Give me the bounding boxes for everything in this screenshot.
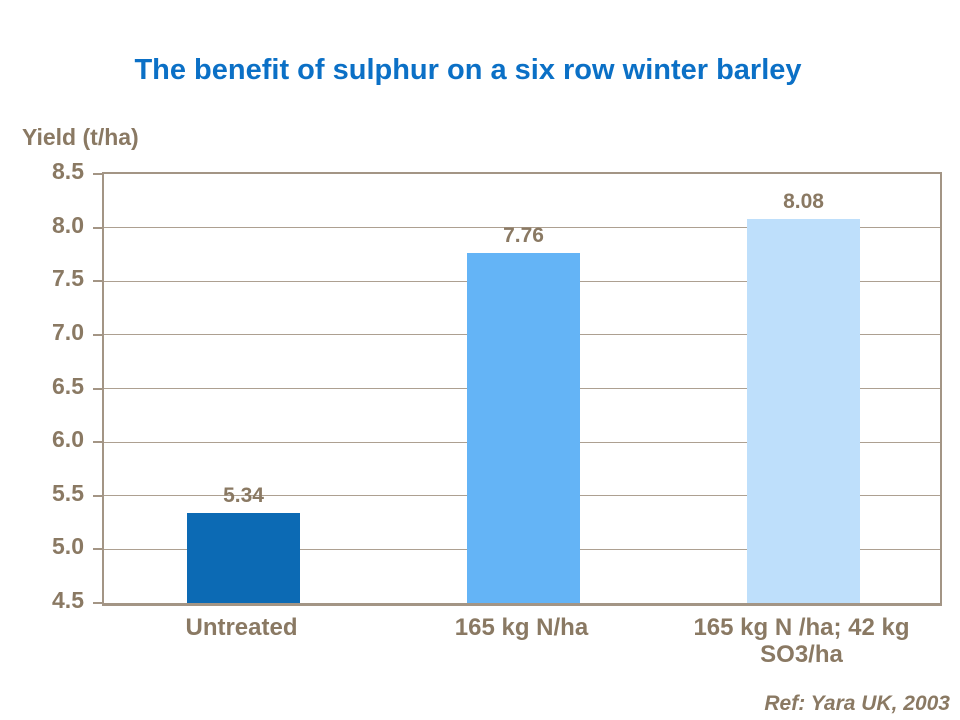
x-category-label: Untreated xyxy=(185,614,298,641)
x-category-label: 165 kg N /ha; 42 kg SO3/ha xyxy=(693,614,910,668)
y-tick-label: 6.0 xyxy=(52,426,84,453)
y-tick-label: 7.0 xyxy=(52,318,84,345)
bar-2 xyxy=(467,253,580,603)
bar-value-label: 5.34 xyxy=(223,483,264,507)
y-axis-tick xyxy=(93,333,102,336)
y-axis-tick xyxy=(93,548,102,551)
y-axis-tick xyxy=(93,441,102,444)
chart-title: The benefit of sulphur on a six row wint… xyxy=(134,54,802,86)
y-axis-tick xyxy=(93,173,102,175)
y-axis-tick xyxy=(93,226,102,229)
y-axis-tick xyxy=(93,280,102,283)
y-tick-label: 6.5 xyxy=(52,372,84,399)
bar-1 xyxy=(187,512,300,603)
y-axis-tick xyxy=(93,602,102,604)
x-category-label: 165 kg N/ha xyxy=(454,614,589,641)
y-axis-tick xyxy=(93,387,102,390)
bar-3 xyxy=(747,219,860,603)
y-tick-label: 8.0 xyxy=(52,211,84,238)
plot-area: 5.34 7.76 8.08 xyxy=(93,172,942,606)
y-axis-title: Yield (t/ha) xyxy=(22,124,139,150)
reference-note: Ref: Yara UK, 2003 xyxy=(764,692,950,715)
y-tick-label: 5.5 xyxy=(52,479,84,506)
y-tick-label: 5.0 xyxy=(52,533,84,560)
y-tick-label: 8.5 xyxy=(52,158,84,184)
bar-value-label: 7.76 xyxy=(503,224,544,248)
y-axis-tick xyxy=(93,494,102,497)
bar-value-label: 8.08 xyxy=(783,190,824,214)
gridline xyxy=(104,227,940,229)
y-tick-label: 4.5 xyxy=(52,587,84,613)
y-tick-label: 7.5 xyxy=(52,265,84,292)
